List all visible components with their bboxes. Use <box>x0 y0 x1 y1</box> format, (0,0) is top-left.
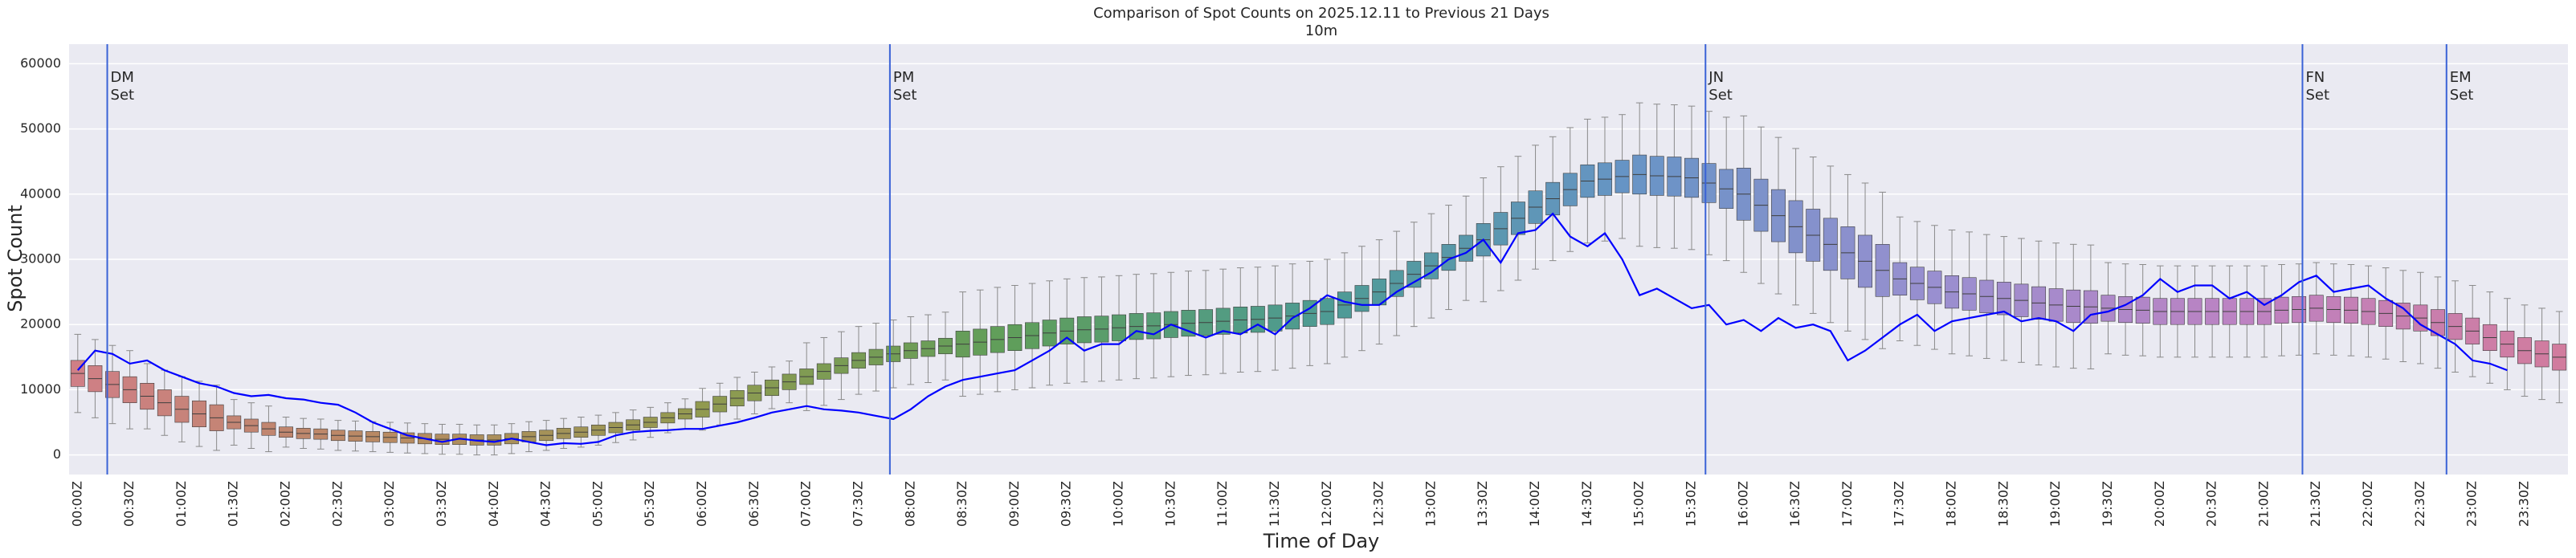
event-label: DM <box>111 69 134 86</box>
x-tick-label: 07:00Z <box>798 481 814 527</box>
x-tick-label: 20:00Z <box>2152 481 2167 527</box>
line <box>76 212 2508 446</box>
x-tick-label: 00:00Z <box>69 481 84 527</box>
x-tick-label: 08:00Z <box>902 481 917 527</box>
x-tick-label: 23:30Z <box>2516 481 2531 527</box>
event-label: Set <box>1708 87 1733 104</box>
event-label: EM <box>2450 69 2472 86</box>
x-tick-label: 13:30Z <box>1475 481 1490 527</box>
x-tick-label: 22:30Z <box>2412 481 2427 527</box>
x-tick-label: 06:00Z <box>694 481 709 527</box>
x-tick-label: 06:30Z <box>746 481 761 527</box>
x-tick-label: 17:30Z <box>1892 481 1907 527</box>
x-tick-label: 04:00Z <box>486 481 501 527</box>
x-tick-label: 09:30Z <box>1059 481 1074 527</box>
y-tick-label: 30000 <box>20 251 61 267</box>
x-tick-label: 04:30Z <box>538 481 553 527</box>
x-tick-label: 21:00Z <box>2256 481 2271 527</box>
x-tick-label: 16:30Z <box>1787 481 1802 527</box>
x-tick-label: 07:30Z <box>850 481 865 527</box>
event-label: Set <box>111 87 135 104</box>
x-tick-label: 14:00Z <box>1527 481 1542 527</box>
x-tick-label: 16:00Z <box>1735 481 1750 527</box>
x-tick-label: 01:00Z <box>174 481 189 527</box>
x-tick-label: 19:00Z <box>2047 481 2063 527</box>
x-tick-label: 02:00Z <box>278 481 293 527</box>
x-tick-label: 10:00Z <box>1111 481 1126 527</box>
event-label: Set <box>893 87 917 104</box>
x-tick-label: 05:00Z <box>590 481 605 527</box>
x-tick-label: 09:00Z <box>1006 481 1022 527</box>
x-tick-label: 17:00Z <box>1839 481 1855 527</box>
x-tick-label: 18:30Z <box>1995 481 2011 527</box>
x-tick-label: 13:00Z <box>1423 481 1438 527</box>
x-tick-label: 03:00Z <box>382 481 397 527</box>
x-tick-label: 02:30Z <box>329 481 345 527</box>
x-tick-label: 21:30Z <box>2308 481 2323 527</box>
chart-subtitle: 10m <box>1305 22 1337 39</box>
x-tick-label: 15:00Z <box>1631 481 1647 527</box>
event-label: FN <box>2305 69 2325 86</box>
x-tick-label: 23:00Z <box>2464 481 2480 527</box>
y-axis-label: Spot Count <box>4 205 27 312</box>
x-tick-label: 20:30Z <box>2204 481 2219 527</box>
x-tick-label: 14:30Z <box>1579 481 1594 527</box>
x-tick-label: 15:30Z <box>1683 481 1698 527</box>
event-label: Set <box>2450 87 2474 104</box>
x-tick-label: 19:30Z <box>2100 481 2115 527</box>
event-label: Set <box>2305 87 2329 104</box>
x-tick-label: 11:00Z <box>1215 481 1230 527</box>
x-tick-label: 22:00Z <box>2360 481 2375 527</box>
x-tick-label: 10:30Z <box>1162 481 1178 527</box>
x-tick-label: 12:30Z <box>1371 481 1386 527</box>
x-tick-label: 12:00Z <box>1319 481 1334 527</box>
event-label: PM <box>893 69 914 86</box>
event-label: JN <box>1708 69 1724 86</box>
x-tick-label: 08:30Z <box>954 481 970 527</box>
x-axis-label: Time of Day <box>1263 530 1380 552</box>
y-tick-label: 50000 <box>20 120 61 136</box>
y-tick-label: 20000 <box>20 316 61 332</box>
x-tick-label: 00:30Z <box>121 481 137 527</box>
x-tick-label: 11:30Z <box>1267 481 1282 527</box>
y-tick-label: 40000 <box>20 185 61 201</box>
chart-title: Comparison of Spot Counts on 2025.12.11 … <box>1093 5 1549 22</box>
y-tick-label: 0 <box>53 446 61 462</box>
x-tick-label: 01:30Z <box>226 481 241 527</box>
y-tick-label: 10000 <box>20 381 61 397</box>
x-tick-label: 18:00Z <box>1944 481 1959 527</box>
x-tick-label: 05:30Z <box>642 481 657 527</box>
x-tick-label: 03:30Z <box>434 481 449 527</box>
y-tick-label: 60000 <box>20 55 61 71</box>
